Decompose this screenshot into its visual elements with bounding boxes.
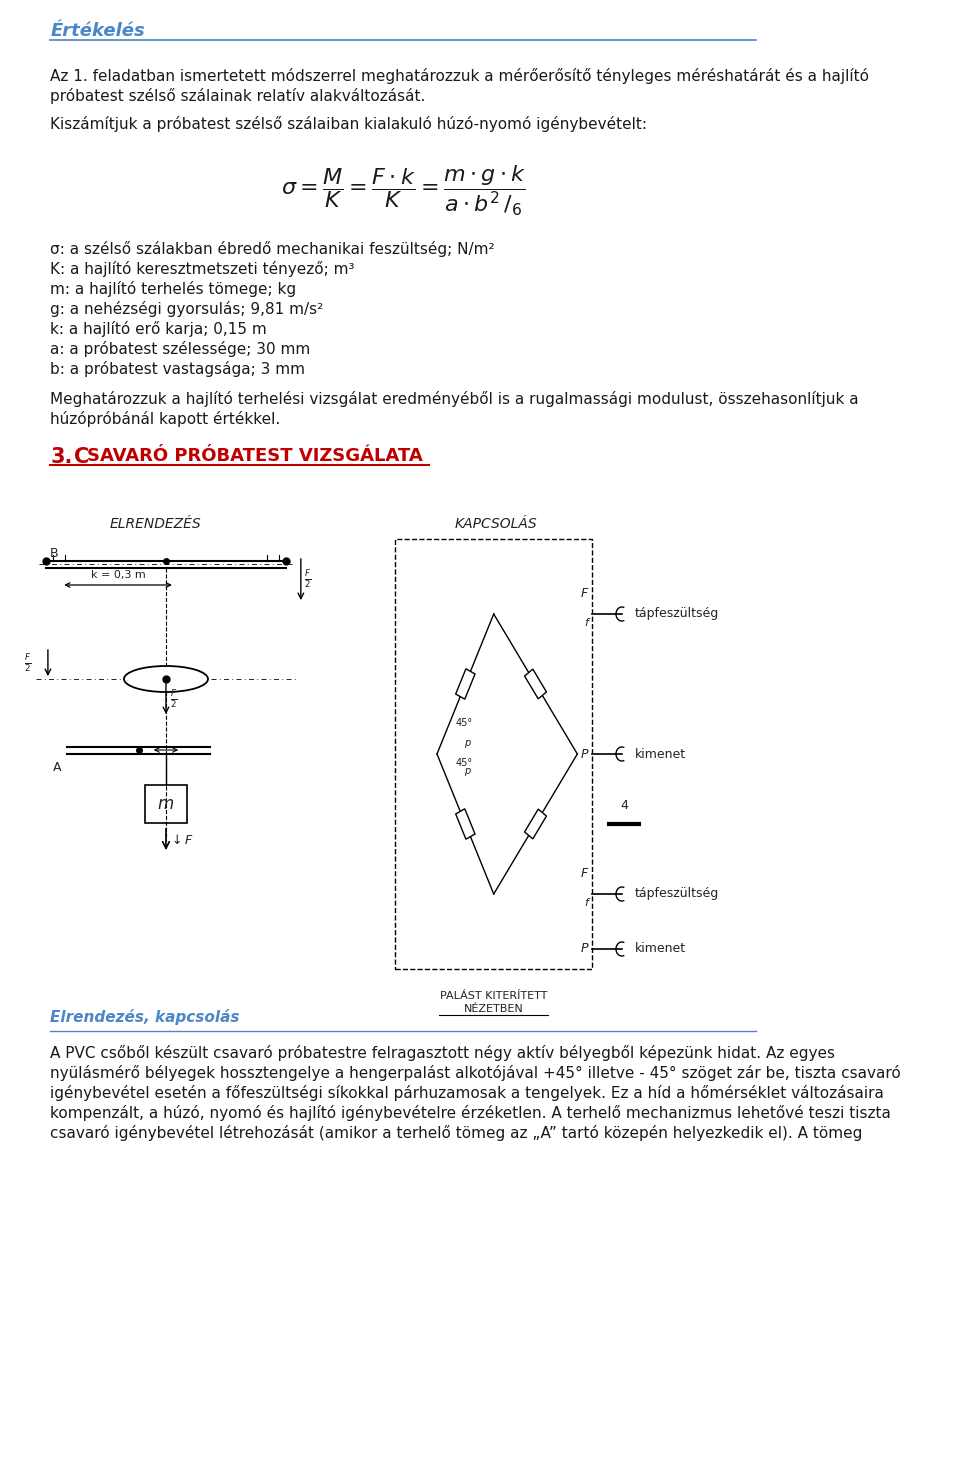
Text: ELRENDEZÉS: ELRENDEZÉS [109, 517, 202, 531]
Bar [395, 539, 592, 969]
Text: igénybevétel esetén a főfeszültségi síkokkal párhuzamosak a tengelyek. Ez a híd : igénybevétel esetén a főfeszültségi síko… [51, 1085, 884, 1101]
Text: Kiszámítjuk a próbatest szélső szálaiban kialakuló húzó-nyomó igénybevételt:: Kiszámítjuk a próbatest szélső szálaiban… [51, 115, 647, 131]
Text: m: m [157, 796, 174, 813]
Text: 45°: 45° [455, 718, 472, 729]
Ellipse shape [124, 666, 208, 692]
Text: KAPCSOLÁS: KAPCSOLÁS [454, 517, 538, 531]
Text: tápfeszültség: tápfeszültség [635, 607, 719, 620]
Text: NÉZETBEN: NÉZETBEN [464, 1004, 523, 1015]
Text: a: a próbatest szélessége; 30 mm: a: a próbatest szélessége; 30 mm [51, 342, 311, 358]
Text: p: p [464, 766, 470, 777]
Bar [145, 785, 187, 823]
Text: p: p [464, 737, 470, 748]
Text: nyülásmérő bélyegek hossztengelye a hengerpalást alkotójával +45° illetve - 45° : nyülásmérő bélyegek hossztengelye a heng… [51, 1064, 901, 1080]
Text: Meghatározzuk a hajlító terhelési vizsgálat eredményéből is a rugalmassági modul: Meghatározzuk a hajlító terhelési vizsgá… [51, 391, 859, 407]
Polygon shape [524, 669, 546, 699]
Text: kimenet: kimenet [635, 943, 685, 955]
Text: PALÁST KITERÍTETT: PALÁST KITERÍTETT [440, 991, 547, 1002]
Text: f: f [585, 898, 588, 908]
Text: $\downarrow F$: $\downarrow F$ [169, 834, 194, 847]
Text: B: B [50, 548, 59, 561]
Text: csavaró igénybevétel létrehozását (amikor a terhelő tömeg az „A” tartó közepén h: csavaró igénybevétel létrehozását (amiko… [51, 1126, 863, 1142]
Text: A PVC csőből készült csavaró próbatestre felragasztott négy aktív bélyegből képe: A PVC csőből készült csavaró próbatestre… [51, 1045, 835, 1061]
Text: 3.: 3. [51, 447, 73, 467]
Text: kompenzált, a húzó, nyomó és hajlító igénybevételre érzéketlen. A terhelő mechan: kompenzált, a húzó, nyomó és hajlító igé… [51, 1105, 891, 1121]
Text: k = 0,3 m: k = 0,3 m [90, 569, 146, 580]
Text: kimenet: kimenet [635, 748, 685, 761]
Text: Az 1. feladatban ismertetett módszerrel meghatározzuk a mérőerősítő tényleges mé: Az 1. feladatban ismertetett módszerrel … [51, 69, 870, 85]
Text: k: a hajlító erő karja; 0,15 m: k: a hajlító erő karja; 0,15 m [51, 321, 267, 337]
Text: $\frac{F}{2}$: $\frac{F}{2}$ [170, 688, 178, 710]
Text: P: P [581, 748, 588, 761]
Text: 45°: 45° [455, 758, 472, 768]
Text: C: C [74, 447, 89, 467]
Text: $\sigma = \dfrac{M}{K} = \dfrac{F \cdot k}{K} = \dfrac{m \cdot g \cdot k}{a \cdo: $\sigma = \dfrac{M}{K} = \dfrac{F \cdot … [281, 164, 526, 218]
Polygon shape [456, 809, 475, 839]
Text: $\frac{F}{2}$: $\frac{F}{2}$ [24, 653, 31, 675]
Text: próbatest szélső szálainak relatív alakváltozását.: próbatest szélső szálainak relatív alakv… [51, 88, 426, 104]
Text: SAVARÓ PRÓBATEST VIZSGÁLATA: SAVARÓ PRÓBATEST VIZSGÁLATA [86, 447, 422, 464]
Text: K: a hajlító keresztmetszeti tényező; m³: K: a hajlító keresztmetszeti tényező; m³ [51, 261, 355, 277]
Text: $\frac{F}{2}$: $\frac{F}{2}$ [304, 568, 312, 590]
Text: Elrendezés, kapcsolás: Elrendezés, kapcsolás [51, 1009, 240, 1025]
Text: m: a hajlító terhelés tömege; kg: m: a hajlító terhelés tömege; kg [51, 280, 297, 296]
Text: húzópróbánál kapott értékkel.: húzópróbánál kapott értékkel. [51, 412, 280, 426]
Polygon shape [456, 669, 475, 699]
Text: g: a nehézségi gyorsulás; 9,81 m/s²: g: a nehézségi gyorsulás; 9,81 m/s² [51, 301, 324, 317]
Text: σ: a szélső szálakban ébredő mechanikai feszültség; N/m²: σ: a szélső szálakban ébredő mechanikai … [51, 241, 495, 257]
Text: A: A [53, 761, 61, 774]
Text: F: F [581, 587, 588, 600]
Text: Értékelés: Értékelés [51, 22, 145, 39]
Text: F: F [581, 867, 588, 880]
Polygon shape [524, 809, 546, 839]
Text: 4: 4 [620, 799, 629, 812]
Text: tápfeszültség: tápfeszültség [635, 888, 719, 901]
Text: f: f [585, 618, 588, 628]
Text: P: P [581, 943, 588, 955]
Text: b: a próbatest vastagsága; 3 mm: b: a próbatest vastagsága; 3 mm [51, 361, 305, 377]
